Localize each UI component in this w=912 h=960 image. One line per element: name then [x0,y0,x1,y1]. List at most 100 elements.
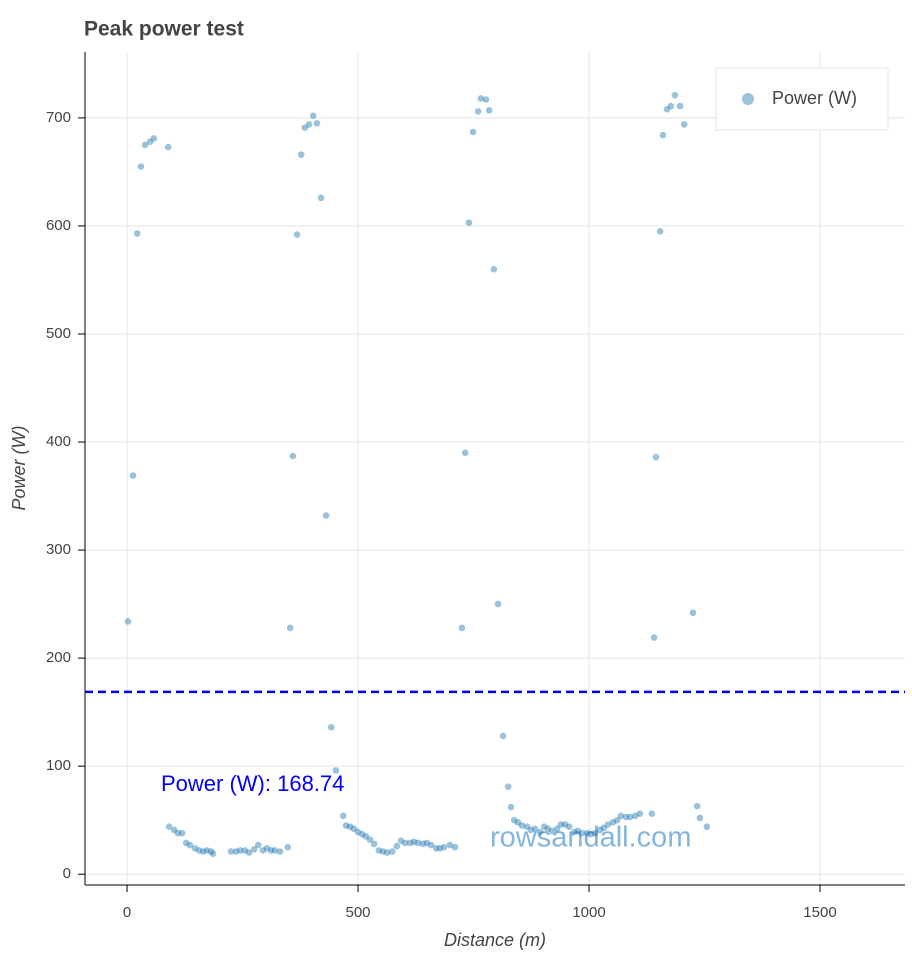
data-point [482,96,490,103]
data-point [379,848,387,855]
data-point [305,121,313,128]
data-point [191,844,199,852]
data-point [536,828,544,836]
data-point [553,825,561,833]
data-point [548,827,556,835]
data-point [648,810,656,817]
data-point [393,842,401,850]
data-point [485,107,493,114]
data-point [236,847,244,854]
data-point [178,829,186,837]
y-tick-label: 0 [63,865,71,882]
data-point [419,840,427,848]
y-tick-label: 500 [46,325,71,342]
data-point [414,839,422,847]
data-point [317,194,325,202]
data-point [165,823,173,830]
data-point [164,143,172,151]
data-point [174,829,182,837]
y-axis-label: Power (W) [9,426,29,511]
data-point [182,839,190,847]
data-point [671,91,679,99]
y-tick-label: 200 [46,649,71,666]
data-point [203,847,211,854]
data-point [574,827,582,835]
data-point [631,812,639,820]
data-point [293,231,301,238]
data-point [346,823,354,830]
data-point [465,219,473,227]
data-point [313,120,321,127]
data-point [137,163,145,170]
data-point [565,823,573,830]
data-point [561,821,569,828]
legend-box [715,67,889,131]
data-point [366,836,374,843]
data-point [284,843,292,851]
data-point [591,829,599,837]
data-point [587,830,595,838]
data-point [622,813,630,821]
data-point [332,767,340,774]
x-axis-label: Distance (m) [444,930,546,950]
data-point [518,822,526,829]
data-point [271,847,279,854]
data-point [663,105,671,113]
data-point [146,138,154,145]
y-tick-label: 300 [46,541,71,558]
y-tick-label: 700 [46,109,71,126]
data-point [477,95,485,102]
data-point [440,843,448,851]
data-point [499,732,507,740]
data-point [436,844,444,852]
legend-marker [742,93,754,105]
data-point [195,847,203,854]
watermark: rowsandall.com [490,822,691,854]
data-point [129,472,137,479]
data-point [689,609,697,617]
data-point [339,812,347,820]
data-point [636,810,644,817]
data-point [596,826,604,834]
data-point [358,830,366,838]
data-point [383,849,391,856]
data-point [388,848,396,855]
data-point [423,839,431,847]
data-point [451,843,459,851]
y-tick-label: 400 [46,433,71,450]
data-point [650,634,658,641]
data-point [141,141,149,149]
data-point [199,848,207,855]
data-point [150,135,158,142]
data-point [322,512,330,519]
data-point [124,618,132,625]
data-point [703,823,711,830]
data-point [446,841,454,849]
data-point [557,821,565,828]
data-point [540,823,548,830]
data-point [613,816,621,824]
data-point [227,848,235,855]
data-point [267,847,275,854]
data-point [507,803,515,811]
data-point [659,131,667,139]
data-point [410,838,418,846]
data-point [375,847,383,854]
data-point [241,847,249,854]
y-tick-label: 600 [46,217,71,234]
data-point [250,846,258,853]
data-point [494,600,502,608]
data-point [397,837,405,845]
chart-title: Peak power test [84,18,244,41]
data-point [578,829,586,837]
data-point [680,121,688,128]
data-point [209,850,217,857]
data-point [656,228,664,235]
data-point [401,839,409,847]
data-point [490,265,498,273]
data-point [301,124,309,131]
data-point [427,841,435,849]
data-point [354,828,362,836]
data-point [693,802,701,810]
data-point [696,814,704,822]
